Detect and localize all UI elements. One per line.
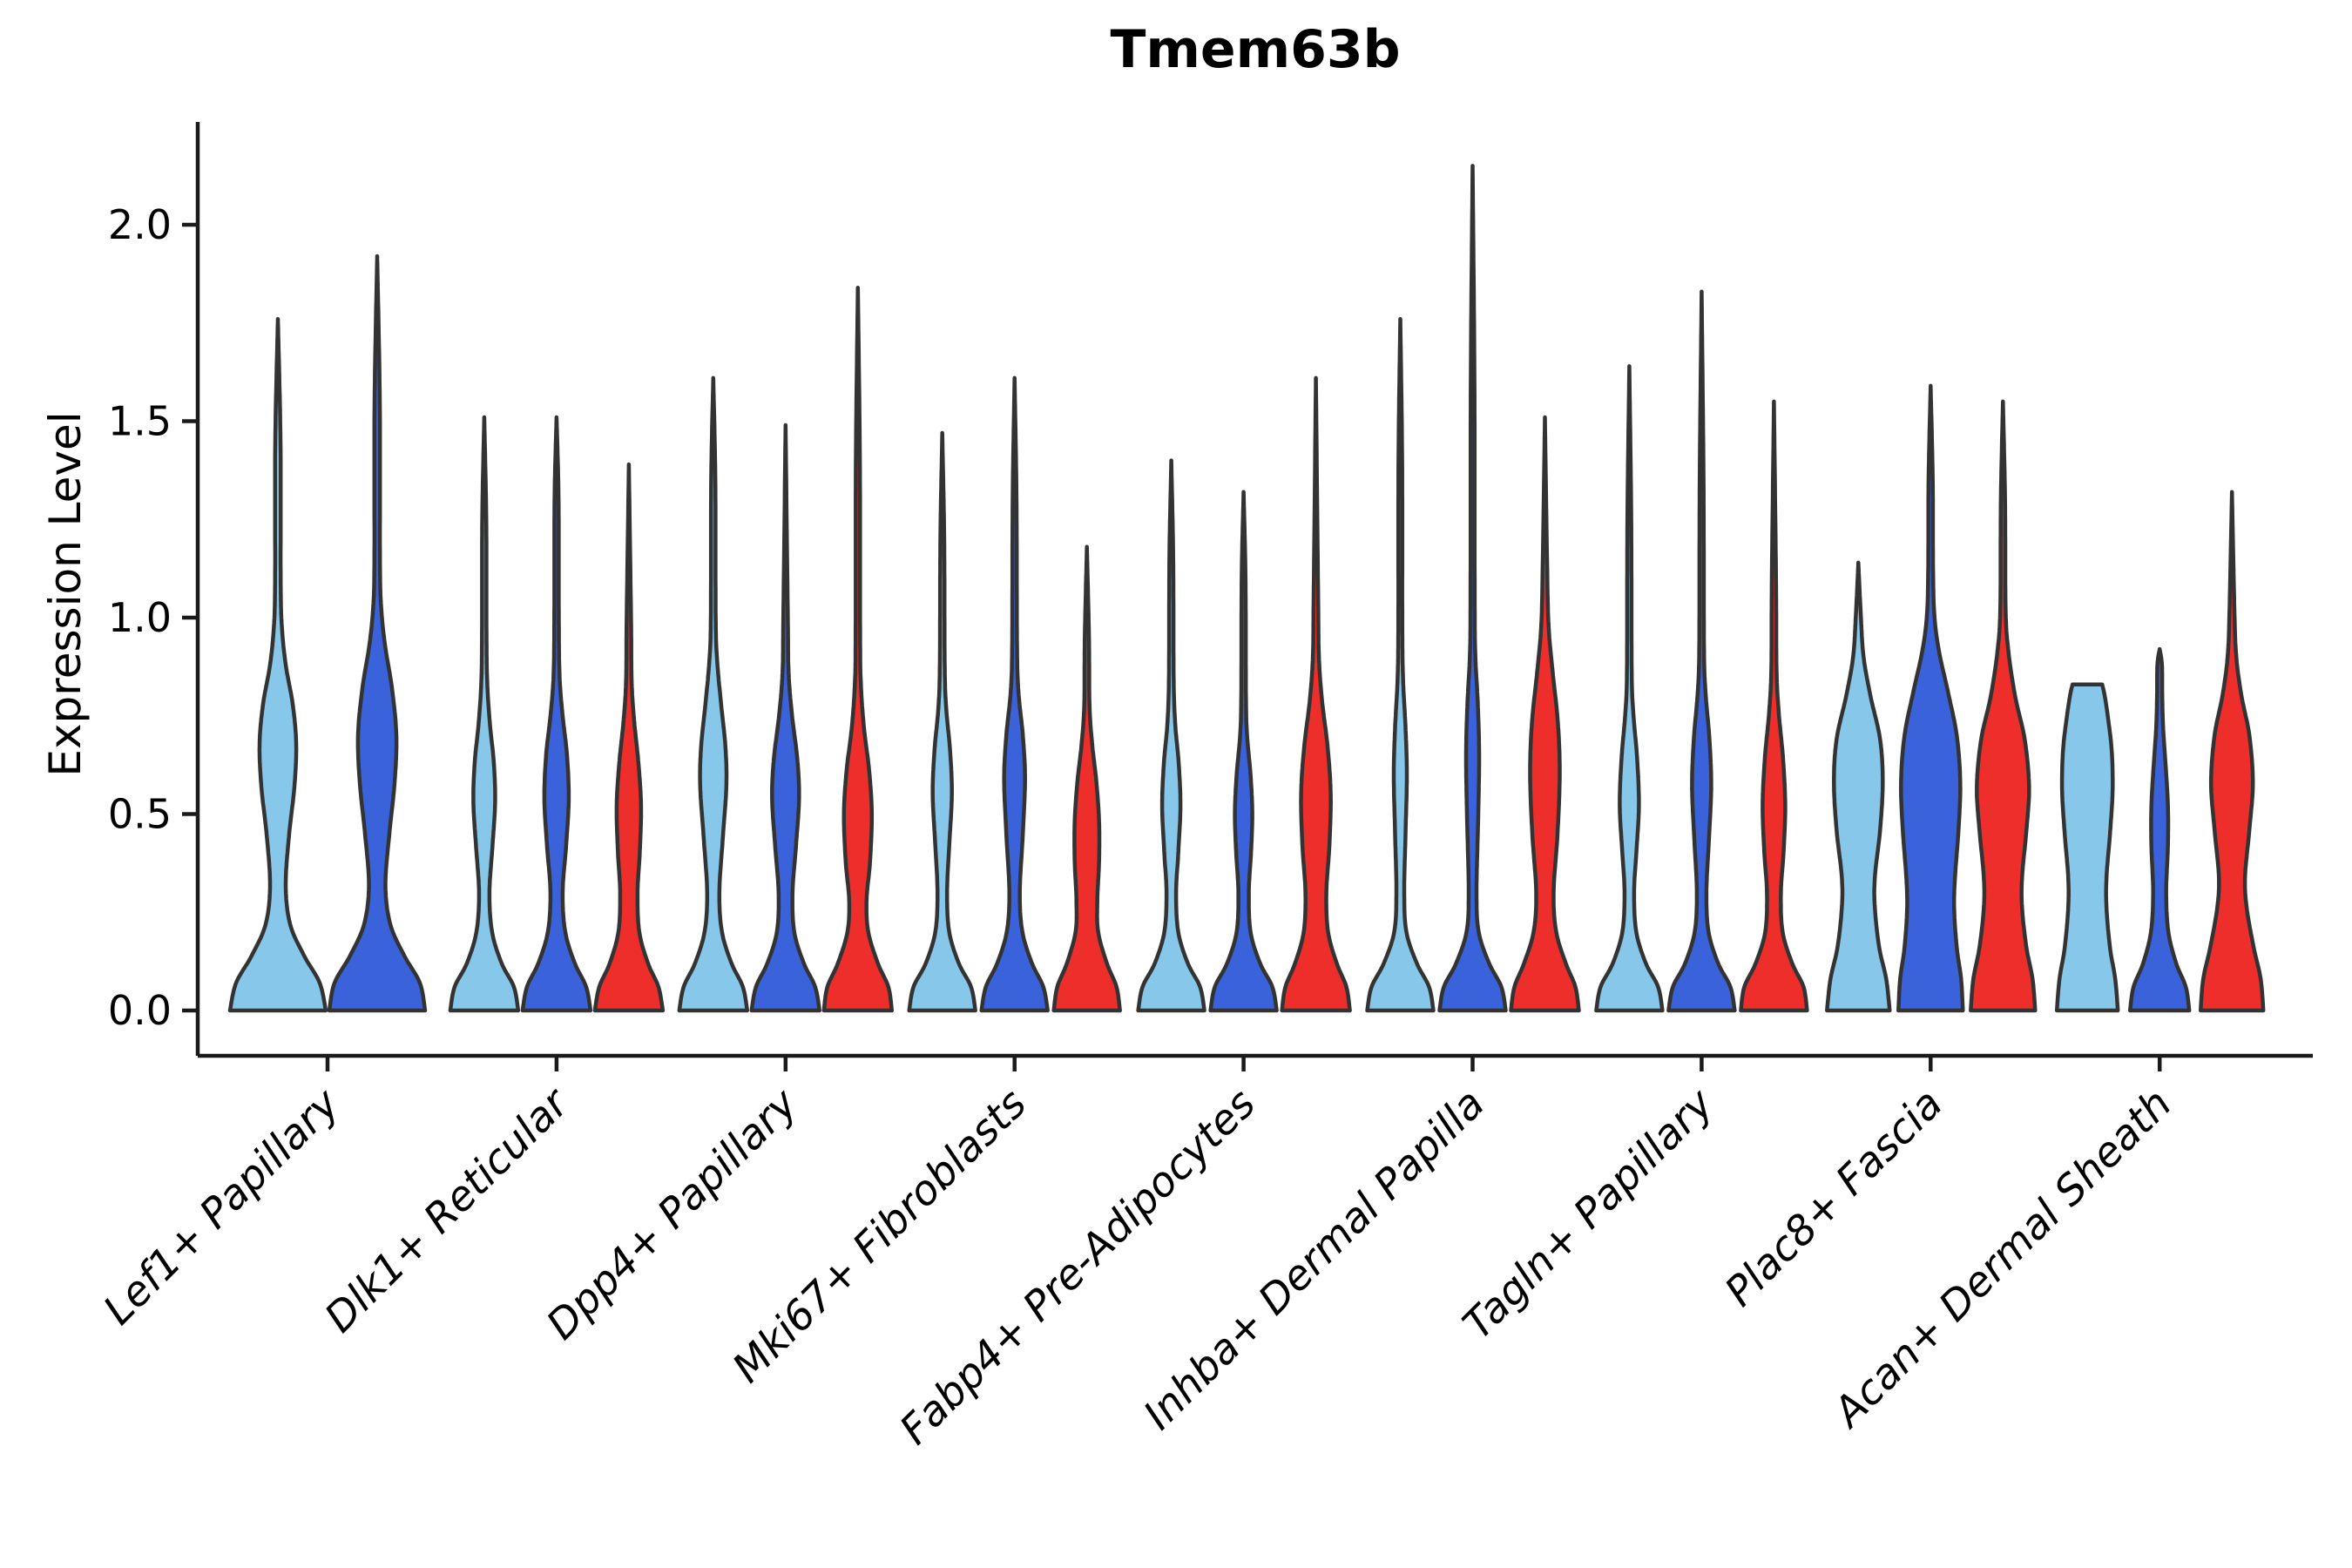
violin-inhba-dermal-papilla-red xyxy=(1509,415,1581,1013)
violin-tagln-papillary-royal_blue xyxy=(1666,289,1737,1013)
x-category-label-plac8-fascia: Plac8+ Fascia xyxy=(1716,1080,1952,1316)
violin-plac8-fascia-royal_blue xyxy=(1896,383,1965,1013)
violin-lef1-papillary-royal_blue xyxy=(327,253,428,1013)
violin-dpp4-papillary-red xyxy=(821,285,895,1013)
violin-acan-dermal-sheath-royal_blue xyxy=(2127,646,2192,1013)
y-tick-label-0.5: 0.5 xyxy=(108,791,172,838)
violin-fabp4-pre-adipocytes-royal_blue xyxy=(1208,490,1279,1013)
violin-inhba-dermal-papilla-royal_blue xyxy=(1437,164,1508,1013)
violin-fabp4-pre-adipocytes-light_blue xyxy=(1136,458,1206,1013)
x-category-label-lef1-papillary: Lef1+ Papillary xyxy=(94,1079,349,1335)
violin-lef1-papillary-light_blue xyxy=(227,316,328,1013)
violin-mki67-fibroblasts-light_blue xyxy=(907,430,977,1013)
violin-fabp4-pre-adipocytes-red xyxy=(1280,375,1352,1013)
x-category-label-dpp4-papillary: Dpp4+ Papillary xyxy=(537,1079,808,1349)
y-tick-label-0.0: 0.0 xyxy=(108,987,172,1034)
y-tick-label-1.5: 1.5 xyxy=(108,398,172,445)
violin-dlk1-reticular-royal_blue xyxy=(520,415,593,1013)
violin-plac8-fascia-light_blue xyxy=(1825,560,1892,1013)
violin-dlk1-reticular-red xyxy=(592,462,666,1013)
violin-acan-dermal-sheath-red xyxy=(2198,490,2266,1013)
y-tick-label-2.0: 2.0 xyxy=(108,201,172,248)
x-category-label-dlk1-reticular: Dlk1+ Reticular xyxy=(315,1078,579,1342)
chart-title: Tmem63b xyxy=(1110,19,1401,80)
violin-mki67-fibroblasts-red xyxy=(1051,544,1122,1013)
violin-inhba-dermal-papilla-light_blue xyxy=(1365,316,1436,1013)
violin-tagln-papillary-light_blue xyxy=(1594,364,1665,1013)
violin-acan-dermal-sheath-light_blue xyxy=(2054,682,2120,1013)
y-tick-label-1.0: 1.0 xyxy=(108,594,172,641)
violin-mki67-fibroblasts-royal_blue xyxy=(979,375,1050,1013)
violin-plac8-fascia-red xyxy=(1969,399,2038,1013)
violin-dpp4-papillary-light_blue xyxy=(677,375,750,1013)
violin-dpp4-papillary-royal_blue xyxy=(749,422,822,1013)
x-category-label-tagln-papillary: Tagln+ Papillary xyxy=(1454,1079,1724,1349)
violin-dlk1-reticular-light_blue xyxy=(448,415,521,1013)
violin-tagln-papillary-red xyxy=(1739,399,1809,1013)
